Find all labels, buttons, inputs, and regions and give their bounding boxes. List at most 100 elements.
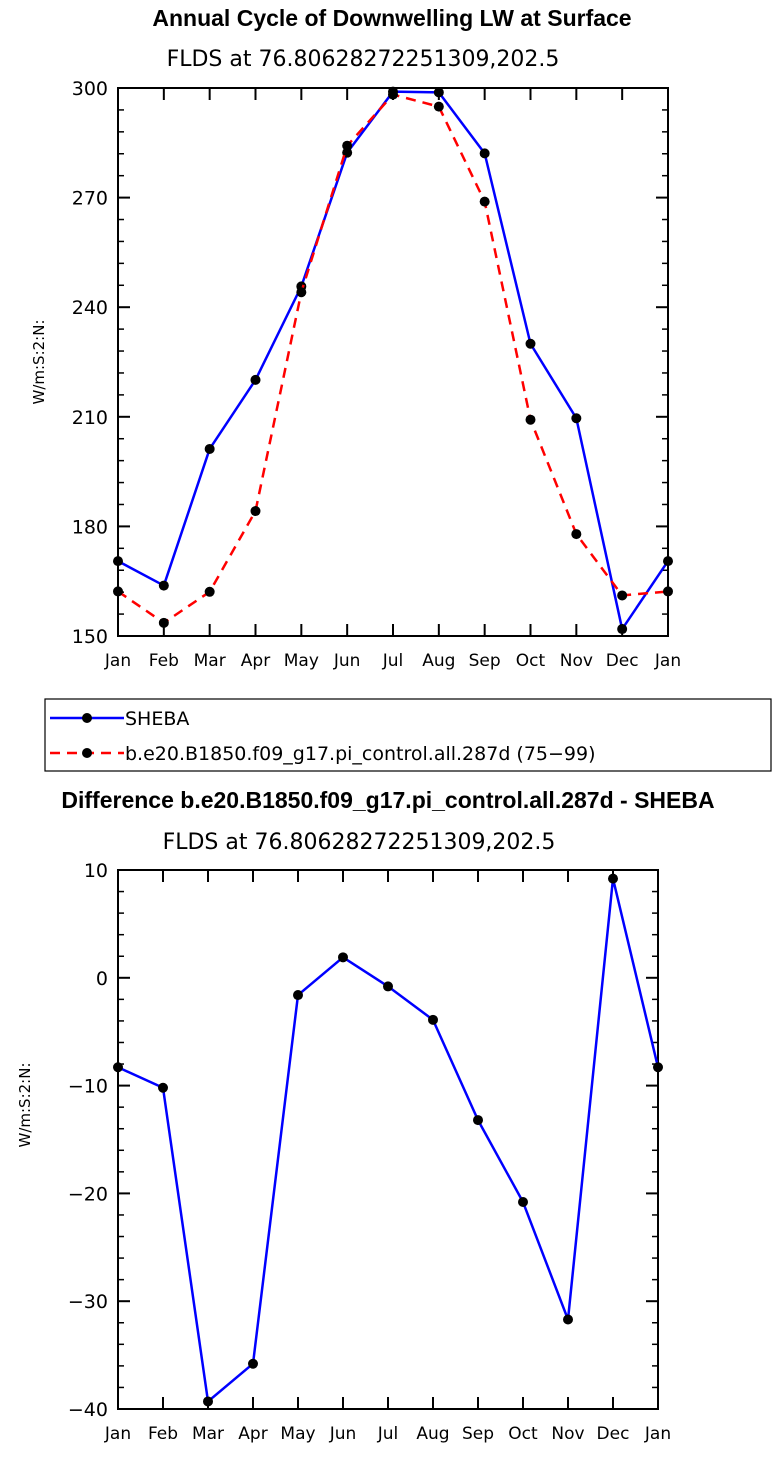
c2-series-0-point <box>203 1396 213 1407</box>
c1-series-line-0 <box>117 90 670 631</box>
c2-xtick-label: Feb <box>148 1424 178 1444</box>
chart2-title: Difference b.e20.B1850.f09_g17.pi_contro… <box>61 787 714 813</box>
chart2-subtitle: FLDS at 76.80628272251309,202.5 <box>163 830 556 855</box>
c2-xtick-label: Jun <box>329 1424 357 1444</box>
c1-series-0-point <box>250 374 261 385</box>
c1-series-1-point <box>113 586 123 597</box>
c2-plot-frame <box>117 869 659 1410</box>
c2-xtick-label: Mar <box>192 1424 224 1444</box>
legend-box <box>44 698 772 772</box>
c1-ytick-label: 240 <box>72 297 108 319</box>
c2-xtick-label: Jan <box>644 1424 671 1444</box>
chart1-axes <box>117 87 669 637</box>
c2-xtick-label: Dec <box>597 1424 630 1444</box>
c1-series-0-point <box>479 148 490 159</box>
legend-sheba-label: SHEBA <box>125 708 189 730</box>
c1-series-0-point <box>113 556 123 567</box>
c1-series-1-point <box>525 414 536 425</box>
c1-series-1-point <box>204 586 215 597</box>
c2-xtick-label: Oct <box>508 1424 538 1444</box>
legend-model-marker <box>82 748 92 758</box>
c2-series-0-point <box>293 990 303 1001</box>
c1-ytick-label: 300 <box>72 78 108 100</box>
chart1-tick-labels: 150 180 210 240 270 300 Jan Feb Mar Apr May Jun Jul A… <box>72 78 681 671</box>
chart1-series <box>113 86 673 635</box>
annual-cycle-chart: Annual Cycle of Downwelling LW at Surfac… <box>30 5 681 671</box>
c2-series-0-point <box>383 981 393 992</box>
c2-ytick-label: 0 <box>96 968 108 990</box>
c1-xtick-label: May <box>284 651 319 671</box>
c2-xtick-label: May <box>280 1424 315 1444</box>
c1-xtick-label: Apr <box>241 651 270 671</box>
chart2-tick-labels: −40 −30 −20 −10 0 10 Jan Feb Mar Apr May Jun Jul Aug S… <box>68 860 671 1444</box>
c1-series-1-point <box>342 140 353 151</box>
c1-ytick-label: 210 <box>72 407 108 429</box>
c1-series-0-point <box>158 580 169 591</box>
c2-ytick-label: −20 <box>68 1183 108 1205</box>
c1-series-1-point <box>571 529 582 540</box>
chart1-y-axis-label: W/m:S:2:N: <box>30 320 48 405</box>
c1-series-1-point <box>663 586 673 597</box>
c2-series-0-point <box>563 1314 573 1325</box>
c1-series-0-point <box>617 624 628 635</box>
c2-xtick-label: Sep <box>462 1424 494 1444</box>
c1-ytick-label: 180 <box>72 516 108 538</box>
c1-series-1-point <box>617 590 628 601</box>
c1-xtick-label: Jul <box>382 651 404 671</box>
c1-xtick-label: Jan <box>654 651 681 671</box>
c1-plot-frame <box>117 87 669 637</box>
c2-series-0-point <box>338 952 348 963</box>
c2-series-0-point <box>158 1082 168 1093</box>
c1-series-1-point <box>388 89 398 100</box>
c2-series-0-point <box>428 1014 438 1025</box>
c1-series-1-point <box>250 506 261 517</box>
c2-xtick-label: Jul <box>377 1424 399 1444</box>
c2-ytick-label: −30 <box>68 1291 108 1313</box>
c2-series-0-point <box>248 1358 258 1369</box>
c2-series-line-0 <box>117 877 660 1403</box>
c2-series-0-point <box>608 873 618 884</box>
chart2-y-axis-label: W/m:S:2:N: <box>16 1063 34 1148</box>
c1-xtick-label: Feb <box>149 651 179 671</box>
legend-model-label: b.e20.B1850.f09_g17.pi_control.all.287d … <box>125 743 596 765</box>
c1-series-0-point <box>663 556 673 567</box>
c2-xtick-label: Apr <box>238 1424 267 1444</box>
c2-ytick-label: −40 <box>68 1399 108 1421</box>
c2-ytick-label: 10 <box>84 860 108 882</box>
c2-series-0-point <box>473 1115 483 1126</box>
c1-series-1-point <box>479 196 490 207</box>
c1-series-0-point <box>571 413 582 424</box>
c1-series-1-point <box>433 101 444 112</box>
chart1-title: Annual Cycle of Downwelling LW at Surfac… <box>152 5 631 31</box>
c1-xtick-label: Jan <box>104 651 131 671</box>
c2-series-0-point <box>653 1062 663 1073</box>
c1-xtick-label: Oct <box>516 651 546 671</box>
c2-xtick-label: Jan <box>104 1424 131 1444</box>
c1-xtick-label: Dec <box>606 651 639 671</box>
chart1-subtitle: FLDS at 76.80628272251309,202.5 <box>167 47 560 72</box>
c1-series-0-point <box>433 87 444 98</box>
c1-series-0-point <box>204 443 215 454</box>
c1-xtick-label: Nov <box>560 651 593 671</box>
difference-chart: Difference b.e20.B1850.f09_g17.pi_contro… <box>16 787 715 1444</box>
chart2-axes <box>117 869 659 1410</box>
c1-ytick-label: 270 <box>72 188 108 210</box>
c1-xtick-label: Aug <box>422 651 455 671</box>
c1-ytick-label: 150 <box>72 626 108 648</box>
c1-series-line-1 <box>117 93 669 625</box>
c2-series-0-point <box>113 1062 123 1073</box>
c2-ytick-label: −10 <box>68 1076 108 1098</box>
c1-xtick-label: Sep <box>469 651 501 671</box>
c1-xtick-label: Jun <box>333 651 361 671</box>
c2-xtick-label: Nov <box>551 1424 584 1444</box>
c2-series-0-point <box>518 1197 528 1208</box>
legend: SHEBA b.e20.B1850.f09_g17.pi_control.all… <box>44 698 772 772</box>
c2-xtick-label: Aug <box>416 1424 449 1444</box>
legend-sheba-marker <box>82 713 92 723</box>
c1-series-0-point <box>342 147 353 158</box>
c1-series-1-point <box>158 617 169 628</box>
chart2-series <box>113 873 663 1407</box>
c1-series-0-point <box>525 338 536 349</box>
c1-series-1-point <box>296 287 307 298</box>
